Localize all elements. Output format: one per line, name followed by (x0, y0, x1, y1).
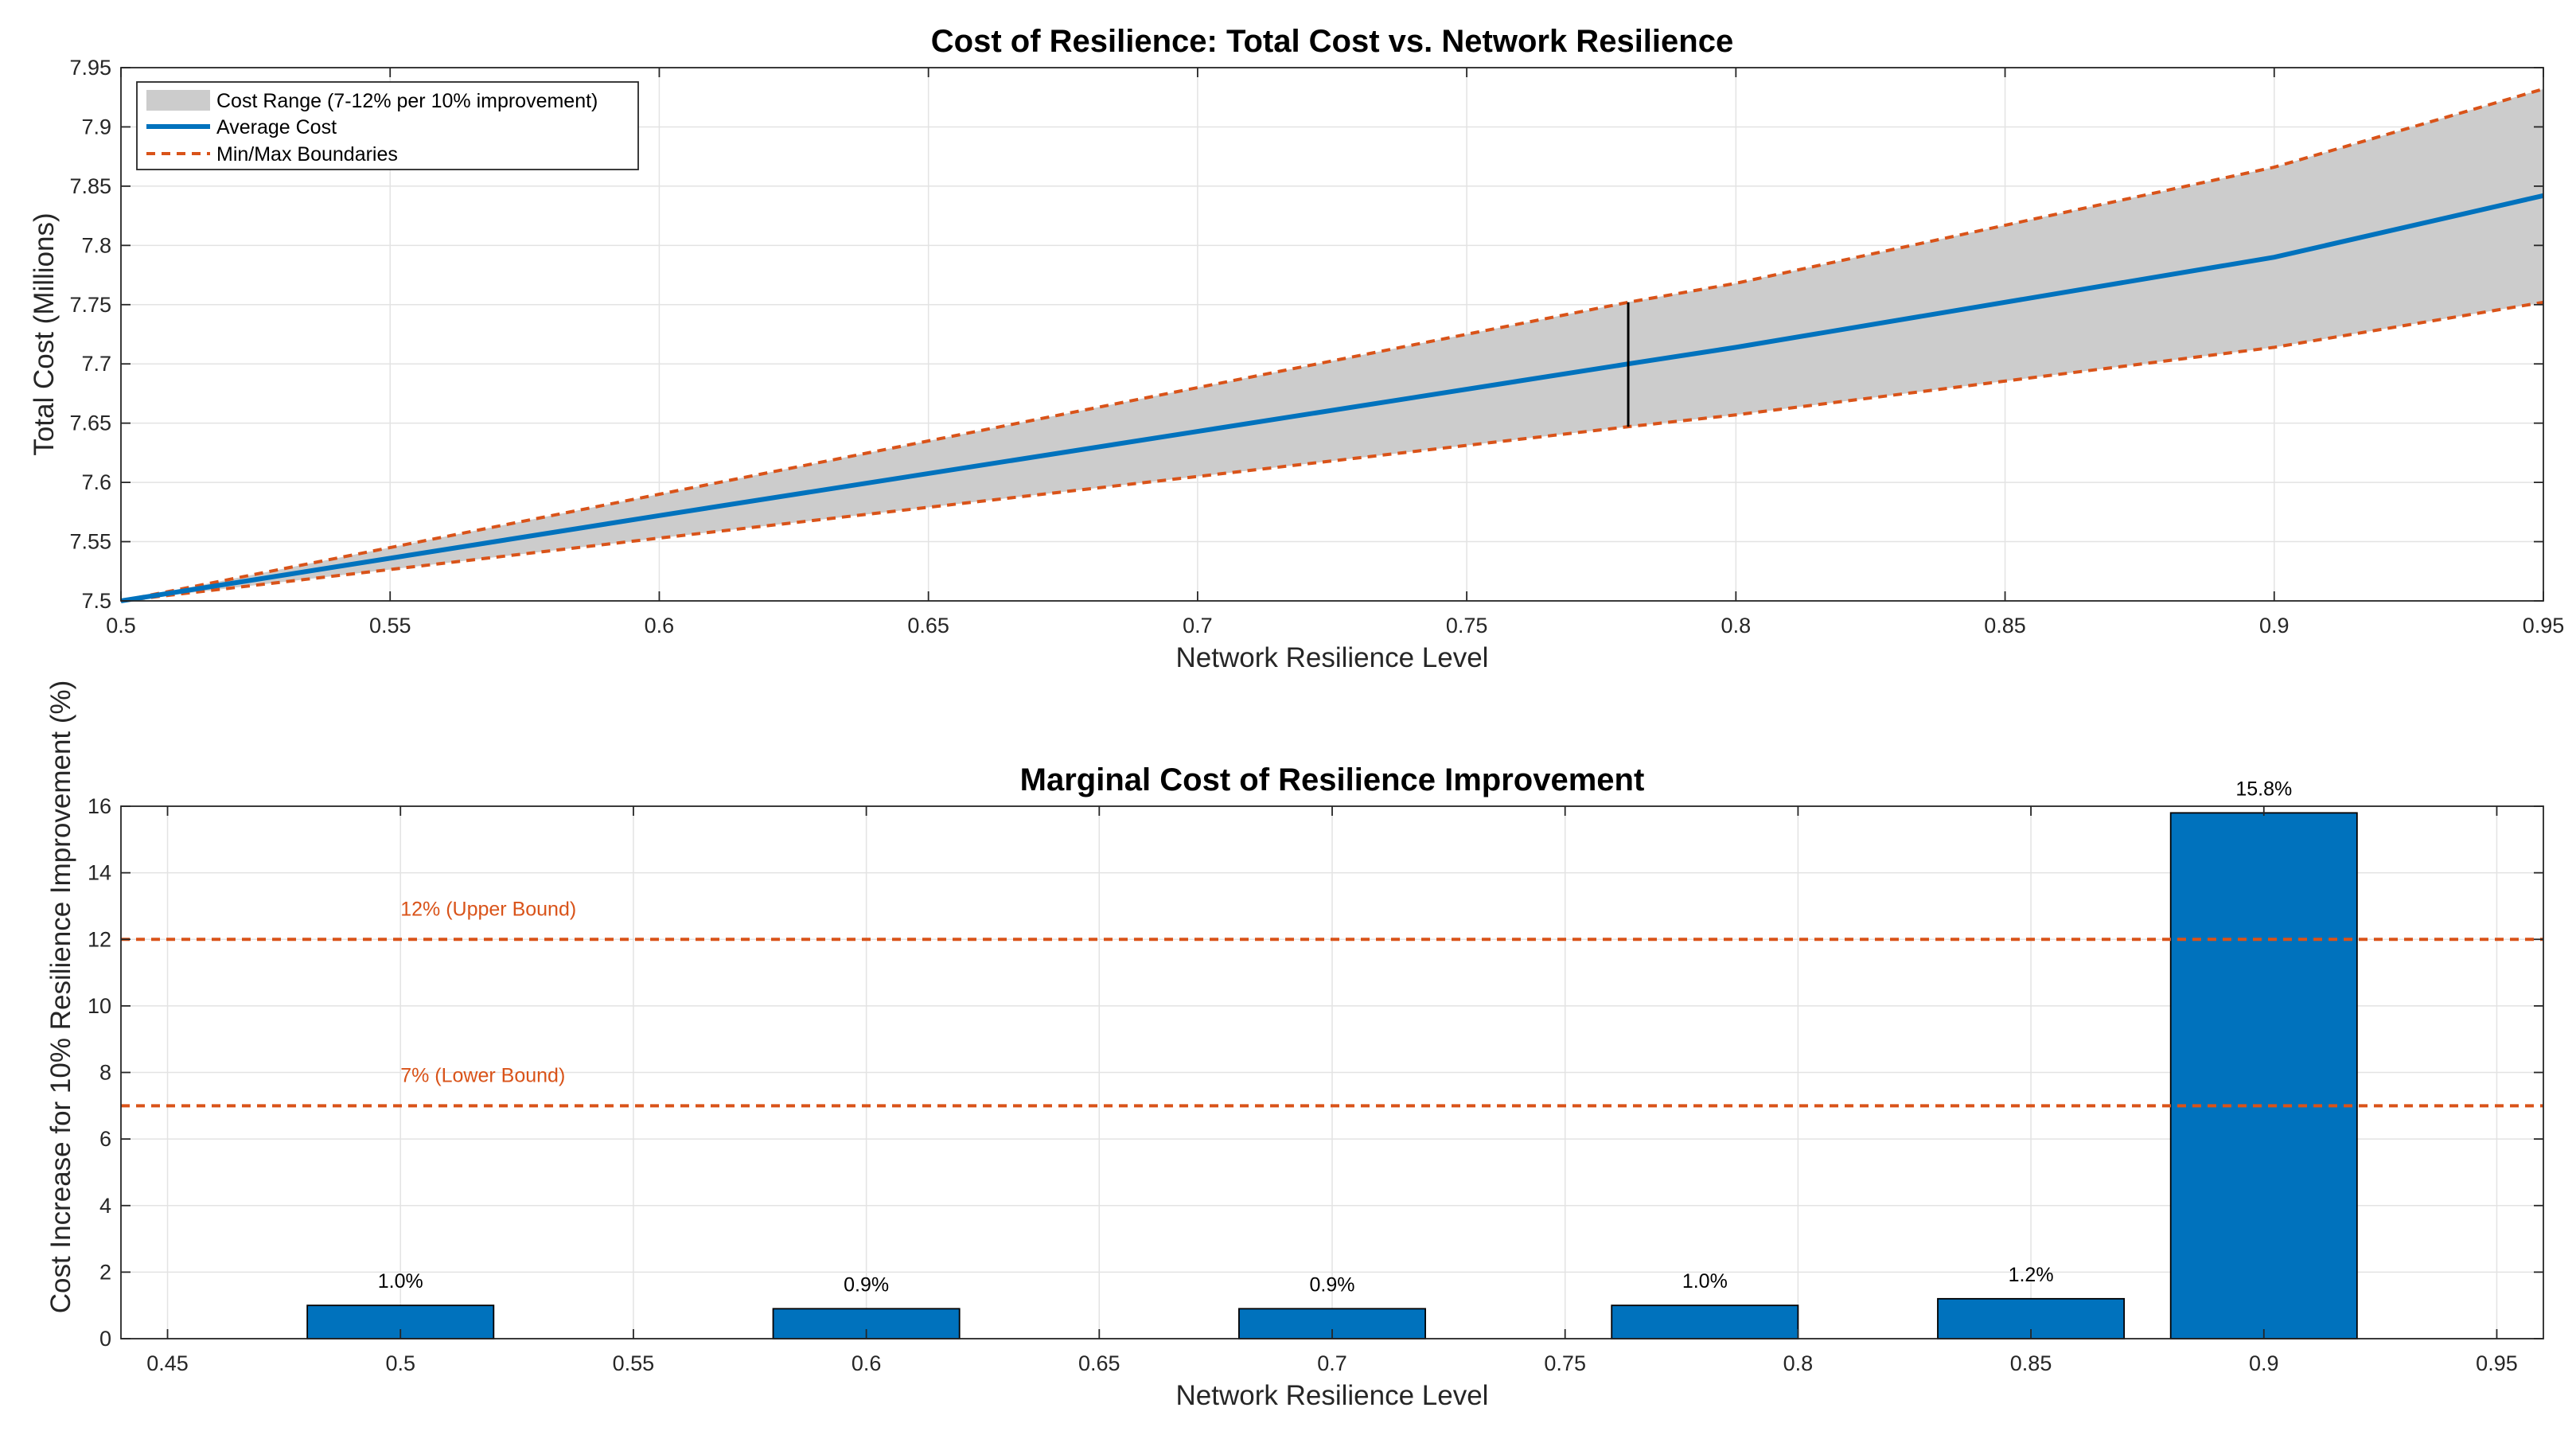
bottom-x-tick-label: 0.8 (1783, 1351, 1814, 1375)
top-y-tick-label: 7.85 (69, 174, 111, 198)
bottom-x-tick-label: 0.55 (613, 1351, 655, 1375)
legend-label-band: Cost Range (7-12% per 10% improvement) (216, 90, 598, 112)
top-x-axis-label: Network Resilience Level (1176, 642, 1489, 673)
bottom-y-tick-label: 8 (99, 1061, 111, 1085)
reference-lines: 12% (Upper Bound) 7% (Lower Bound) (121, 898, 2543, 1108)
bottom-y-axis-label: Cost Increase for 10% Resilience Improve… (45, 680, 76, 1314)
legend-label-average: Average Cost (216, 116, 337, 138)
bottom-y-tick-label: 4 (99, 1194, 111, 1218)
top-y-tick-label: 7.8 (81, 233, 111, 257)
top-y-tick-label: 7.95 (69, 56, 111, 80)
bar-value-label: 1.0% (378, 1270, 423, 1293)
bar (1611, 1304, 1799, 1339)
top-x-tick-label: 0.55 (369, 614, 411, 638)
bottom-y-tick-label: 10 (88, 994, 111, 1018)
bar (772, 1308, 961, 1339)
top-x-tick-label: 0.8 (1721, 614, 1752, 638)
top-chart-title: Cost of Resilience: Total Cost vs. Netwo… (931, 24, 1733, 59)
reference-line-label: 12% (Upper Bound) (400, 898, 576, 920)
top-y-tick-label: 7.55 (69, 530, 111, 554)
top-y-tick-label: 7.7 (81, 352, 111, 376)
bottom-x-tick-label: 0.45 (146, 1351, 189, 1375)
bottom-y-tick-label: 6 (99, 1127, 111, 1151)
bottom-y-tick-label: 0 (99, 1327, 111, 1351)
top-axes-box (120, 67, 2544, 602)
bottom-y-tick-label: 16 (88, 794, 111, 818)
top-x-tick-label: 0.85 (1984, 614, 2026, 638)
bottom-y-tick-label: 12 (88, 927, 111, 951)
legend-swatch-band (146, 90, 210, 111)
legend-label-boundaries: Min/Max Boundaries (216, 143, 398, 166)
top-y-tick-label: 7.75 (69, 293, 111, 317)
top-legend: Cost Range (7-12% per 10% improvement) A… (136, 81, 639, 170)
total-cost-chart: 0.5 0.55 0.6 0.65 0.7 0.75 0.8 0.85 0.9 0.95 7.5 7.… (29, 24, 2564, 673)
bottom-x-tick-label: 0.6 (852, 1351, 882, 1375)
top-x-tick-label: 0.7 (1183, 614, 1213, 638)
top-x-tick-label: 0.75 (1446, 614, 1488, 638)
top-x-tick-label: 0.5 (106, 614, 136, 638)
bottom-x-tick-label: 0.65 (1078, 1351, 1120, 1375)
bottom-x-tick-label: 0.85 (2010, 1351, 2052, 1375)
bottom-x-tick-label: 0.75 (1544, 1351, 1586, 1375)
top-x-tick-label: 0.95 (2523, 614, 2565, 638)
bar-value-label: 0.9% (1310, 1273, 1355, 1296)
cost-range-band (121, 88, 2543, 602)
bar-value-label: 1.2% (2009, 1264, 2054, 1286)
top-y-tick-label: 7.5 (81, 589, 111, 613)
bar-value-label: 15.8% (2235, 778, 2292, 800)
bottom-chart-title: Marginal Cost of Resilience Improvement (1020, 762, 1645, 797)
bar-labels: 1.0% 0.9% 0.9% 1.0% 1.2% 15.8% (378, 778, 2292, 1296)
bar (2169, 812, 2358, 1339)
top-y-tick-label: 7.9 (81, 115, 111, 138)
bottom-ticks: 0.45 0.5 0.55 0.6 0.65 0.7 0.75 0.8 0.85 0.9 0.95 0… (88, 794, 2543, 1375)
bottom-y-tick-label: 2 (99, 1260, 111, 1284)
bottom-y-tick-label: 14 (88, 861, 111, 885)
bar-value-label: 0.9% (844, 1273, 889, 1296)
max-boundary-line (120, 87, 2544, 602)
marginal-cost-chart: 12% (Upper Bound)7% (Lower Bound) 0.45 0.… (45, 680, 2544, 1411)
top-ticks: 0.5 0.55 0.6 0.65 0.7 0.75 0.8 0.85 0.9 0.95 7.5 7.… (69, 56, 2564, 638)
bottom-x-tick-label: 0.95 (2476, 1351, 2518, 1375)
top-x-tick-label: 0.6 (645, 614, 675, 638)
top-x-tick-label: 0.65 (907, 614, 949, 638)
bottom-x-tick-label: 0.7 (1317, 1351, 1347, 1375)
bottom-x-tick-label: 0.9 (2249, 1351, 2279, 1375)
reference-line-label: 7% (Lower Bound) (400, 1064, 565, 1086)
bars (306, 812, 2358, 1339)
top-y-tick-label: 7.65 (69, 411, 111, 435)
top-y-tick-label: 7.6 (81, 470, 111, 494)
legend-box (136, 81, 639, 170)
bottom-x-axis-label: Network Resilience Level (1176, 1380, 1489, 1411)
top-x-tick-label: 0.9 (2259, 614, 2290, 638)
top-y-axis-label: Total Cost (Millions) (29, 213, 60, 455)
bar-value-label: 1.0% (1682, 1270, 1728, 1293)
bottom-x-tick-label: 0.5 (385, 1351, 415, 1375)
